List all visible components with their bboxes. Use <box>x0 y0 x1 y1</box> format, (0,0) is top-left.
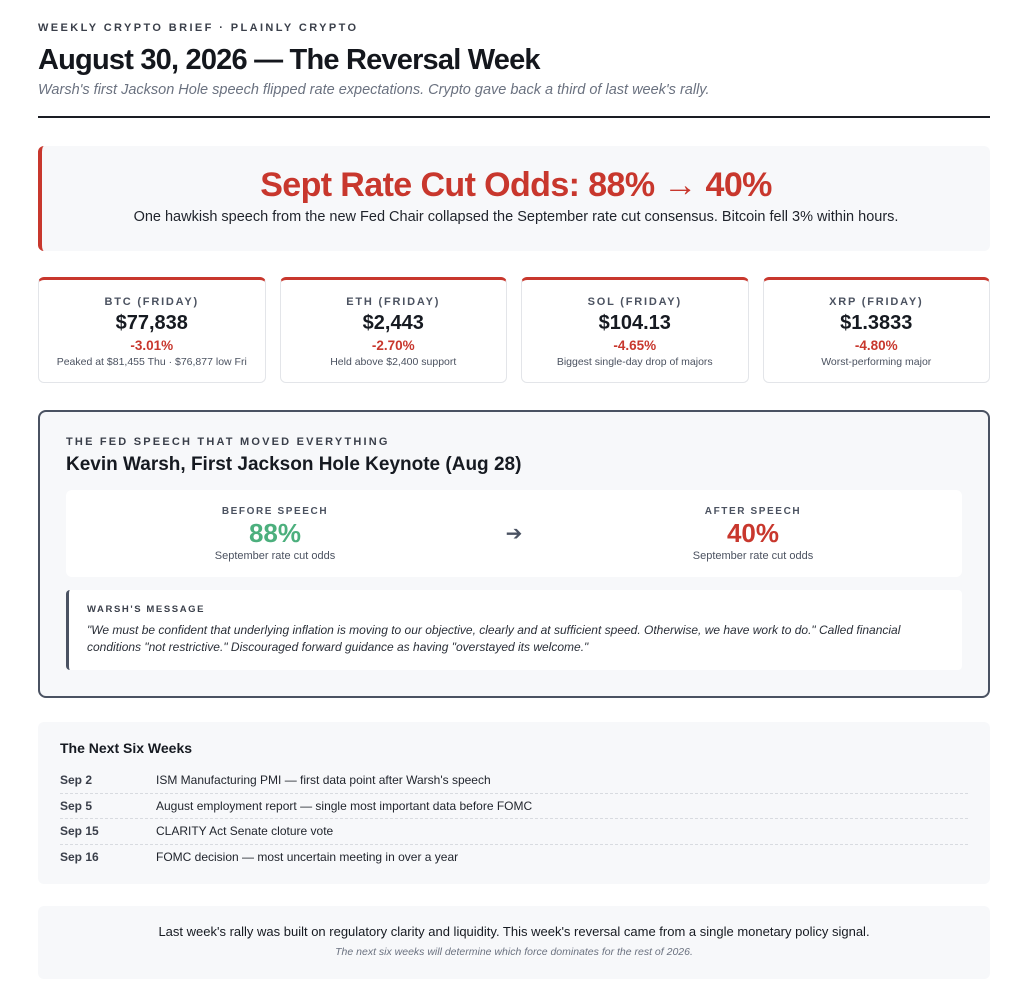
message-label: WARSH'S MESSAGE <box>87 604 206 615</box>
timeline-desc: ISM Manufacturing PMI — first data point… <box>156 773 491 788</box>
odds-comparison: BEFORE SPEECH 88% September rate cut odd… <box>66 490 962 577</box>
card-note: Peaked at $81,455 Thu · $76,877 low Fri <box>56 356 247 368</box>
timeline-row: Sep 16 FOMC decision — most uncertain me… <box>60 845 968 871</box>
hero-callout: Sept Rate Cut Odds: 88% → 40% One hawkis… <box>38 146 990 251</box>
after-speech: AFTER SPEECH 40% September rate cut odds <box>544 506 962 562</box>
arrow-right-icon: ➔ <box>505 523 523 545</box>
timeline-row: Sep 5 August employment report — single … <box>60 794 968 819</box>
warsh-message: WARSH'S MESSAGE "We must be confident th… <box>66 590 962 670</box>
before-speech: BEFORE SPEECH 88% September rate cut odd… <box>66 506 484 562</box>
timeline-title: The Next Six Weeks <box>60 740 193 756</box>
fed-kicker: THE FED SPEECH THAT MOVED EVERYTHING <box>66 436 390 448</box>
title-divider <box>38 116 990 118</box>
card-label: XRP (FRIDAY) <box>829 296 924 308</box>
before-label: BEFORE SPEECH <box>221 505 329 517</box>
card-note: Biggest single-day drop of majors <box>556 356 713 368</box>
card-change: -3.01% <box>130 338 174 353</box>
timeline-desc: August employment report — single most i… <box>156 798 533 813</box>
card-price: $1.3833 <box>840 312 913 334</box>
timeline-date: Sep 16 <box>60 850 99 865</box>
after-label: AFTER SPEECH <box>704 505 802 517</box>
page-subtitle: Warsh's first Jackson Hole speech flippe… <box>38 82 710 98</box>
card-price: $104.13 <box>598 312 671 334</box>
card-label: BTC (FRIDAY) <box>104 296 200 308</box>
closing-summary: Last week's rally was built on regulator… <box>38 906 990 979</box>
timeline-date: Sep 2 <box>60 773 93 788</box>
after-value: 40% <box>726 517 780 548</box>
hero-title: Sept Rate Cut Odds: 88% → 40% <box>260 166 772 204</box>
summary-note: The next six weeks will determine which … <box>335 946 693 958</box>
card-note: Worst-performing major <box>821 356 932 368</box>
next-six-weeks: The Next Six Weeks Sep 2 ISM Manufacturi… <box>38 722 990 884</box>
after-note: September rate cut odds <box>692 549 814 562</box>
card-change: -4.65% <box>613 338 657 353</box>
fed-speech-panel: THE FED SPEECH THAT MOVED EVERYTHING Kev… <box>38 410 990 698</box>
message-text: "We must be confident that underlying in… <box>87 623 901 654</box>
price-card-eth: ETH (FRIDAY) $2,443 -2.70% Held above $2… <box>279 277 507 383</box>
before-note: September rate cut odds <box>214 549 336 562</box>
price-card-btc: BTC (FRIDAY) $77,838 -3.01% Peaked at $8… <box>38 277 266 383</box>
timeline-date: Sep 5 <box>60 798 93 813</box>
timeline-row: Sep 15 CLARITY Act Senate cloture vote <box>60 819 968 845</box>
card-change: -2.70% <box>371 338 415 353</box>
card-label: ETH (FRIDAY) <box>346 296 441 308</box>
summary-text: Last week's rally was built on regulator… <box>158 924 870 939</box>
timeline-date: Sep 15 <box>60 824 99 839</box>
timeline-desc: CLARITY Act Senate cloture vote <box>156 824 334 839</box>
card-price: $2,443 <box>362 312 424 334</box>
card-note: Held above $2,400 support <box>330 356 457 368</box>
timeline-row: Sep 2 ISM Manufacturing PMI — first data… <box>60 768 968 794</box>
hero-text: One hawkish speech from the new Fed Chai… <box>133 209 899 225</box>
page-title: August 30, 2026 — The Reversal Week <box>38 44 541 76</box>
card-change: -4.80% <box>854 338 898 353</box>
card-label: SOL (FRIDAY) <box>587 296 682 308</box>
card-price: $77,838 <box>115 312 188 334</box>
price-card-xrp: XRP (FRIDAY) $1.3833 -4.80% Worst-perfor… <box>762 277 990 383</box>
fed-title: Kevin Warsh, First Jackson Hole Keynote … <box>66 454 522 475</box>
before-value: 88% <box>248 517 302 548</box>
timeline-desc: FOMC decision — most uncertain meeting i… <box>156 850 459 865</box>
price-cards: BTC (FRIDAY) $77,838 -3.01% Peaked at $8… <box>38 277 990 383</box>
price-card-sol: SOL (FRIDAY) $104.13 -4.65% Biggest sing… <box>521 277 749 383</box>
brief-kicker: WEEKLY CRYPTO BRIEF · PLAINLY CRYPTO <box>38 22 359 34</box>
